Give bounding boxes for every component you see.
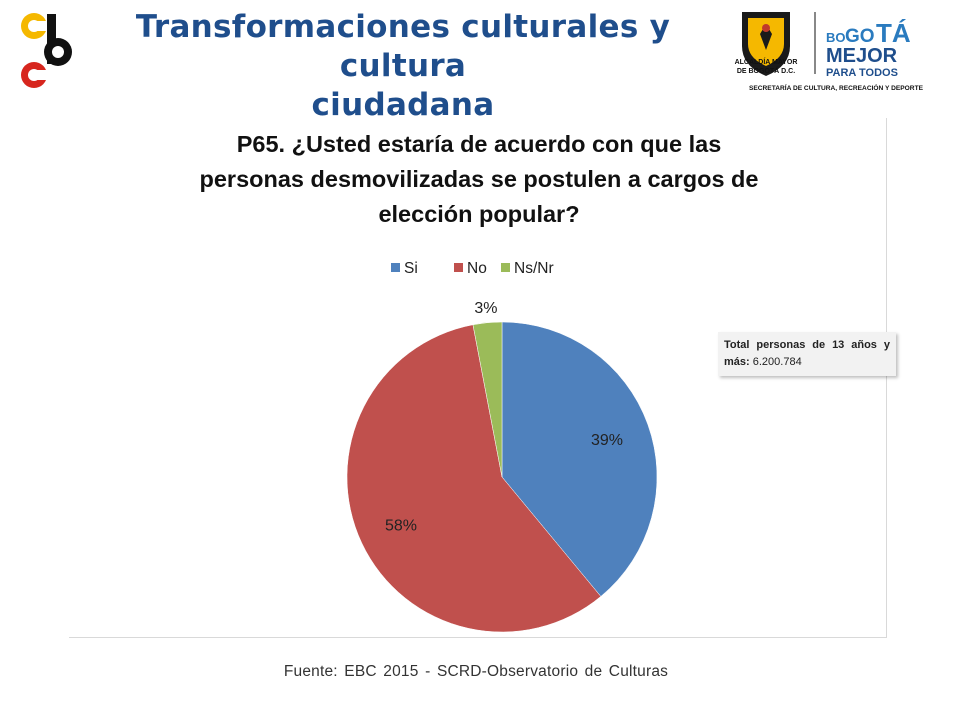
pie-chart: P65. ¿Usted estaría de acuerdo con que l… bbox=[200, 131, 759, 633]
pie-data-label-si: 39% bbox=[591, 432, 623, 449]
pie-slices bbox=[346, 321, 658, 633]
chart-legend: Si No Ns/Nr bbox=[391, 260, 554, 277]
pie-data-labels: 39% 58% 3% bbox=[385, 300, 623, 535]
legend-label-nsnr: Ns/Nr bbox=[514, 260, 554, 277]
crest-text-2: DE BOGOTÁ D.C. bbox=[737, 66, 795, 75]
total-persons-value: 6.200.784 bbox=[752, 356, 802, 368]
page-title-line-2: ciudadana bbox=[311, 87, 495, 123]
chart-title-line-1: P65. ¿Usted estaría de acuerdo con que l… bbox=[237, 131, 722, 157]
logo-divider bbox=[814, 12, 816, 74]
legend-swatch-si bbox=[391, 263, 400, 272]
pie-data-label-no: 58% bbox=[385, 518, 417, 535]
chart-title: P65. ¿Usted estaría de acuerdo con que l… bbox=[200, 131, 759, 227]
pie-slice-no bbox=[346, 324, 602, 633]
legend-label-no: No bbox=[467, 260, 487, 277]
brand-ta: TÁ bbox=[876, 18, 911, 48]
pie-slice-si bbox=[501, 321, 658, 597]
bogota-logo: ALCALDÍA MAYOR DE BOGOTÁ D.C. BO GO TÁ M… bbox=[735, 12, 924, 92]
secretaria-subtitle: SECRETARÍA DE CULTURA, RECREACIÓN Y DEPO… bbox=[749, 83, 924, 92]
legend-label-si: Si bbox=[404, 260, 418, 277]
brand-para-todos: PARA TODOS bbox=[826, 67, 898, 79]
total-persons-box: Total personas de 13 años y más: 6.200.7… bbox=[718, 332, 896, 376]
brand-mejor: MEJOR bbox=[826, 45, 898, 67]
chart-area: P65. ¿Usted estaría de acuerdo con que l… bbox=[69, 118, 887, 638]
legend-swatch-nsnr bbox=[501, 263, 510, 272]
legend-swatch-no bbox=[454, 263, 463, 272]
chart-title-line-3: elección popular? bbox=[378, 201, 579, 227]
brand-go: GO bbox=[845, 26, 875, 47]
pie-slice-nsnr bbox=[472, 321, 503, 478]
crest-text-1: ALCALDÍA MAYOR bbox=[735, 57, 798, 66]
page-title: Transformaciones culturales y cultura ci… bbox=[78, 8, 728, 125]
brand-bo: BO bbox=[826, 30, 846, 45]
pie-data-label-nsnr: 3% bbox=[474, 300, 497, 317]
total-persons-label: Total personas de 13 años y más: bbox=[724, 339, 890, 368]
page-title-line-1: Transformaciones culturales y cultura bbox=[135, 9, 671, 84]
cultura-ciudadana-logo bbox=[21, 13, 72, 88]
bogota-crest-icon bbox=[742, 12, 790, 76]
chart-title-line-2: personas desmovilizadas se postulen a ca… bbox=[200, 166, 759, 192]
source-note: Fuente: EBC 2015 - SCRD-Observatorio de … bbox=[283, 663, 669, 680]
